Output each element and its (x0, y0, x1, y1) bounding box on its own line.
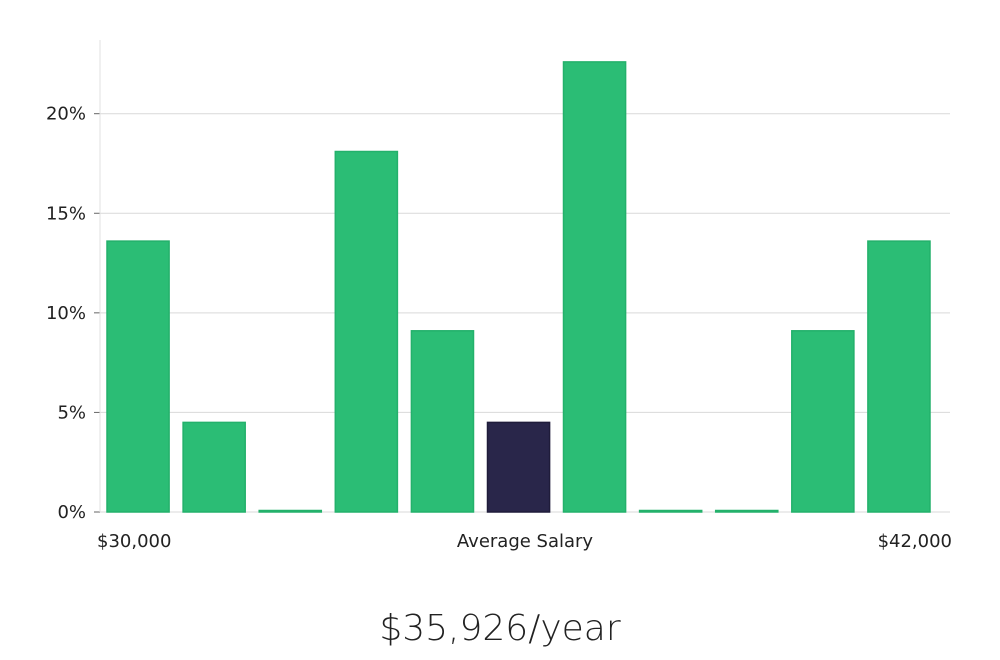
average-salary-value: $35,926/year (379, 608, 621, 649)
y-axis-ticks: 0% 5% 10% 15% 20% (46, 104, 100, 523)
x-label-max: $42,000 (878, 531, 952, 552)
bar (182, 421, 246, 513)
x-label-min: $30,000 (97, 531, 171, 552)
bar (410, 330, 475, 513)
y-tick-label: 20% (46, 104, 86, 125)
y-tick-label: 10% (46, 303, 86, 324)
bar (258, 509, 323, 513)
bar (562, 61, 627, 513)
bar (791, 330, 855, 513)
bar (638, 509, 703, 513)
y-tick-label: 15% (46, 203, 86, 224)
bar (714, 509, 779, 513)
bar (334, 150, 399, 513)
salary-histogram: 0% 5% 10% 15% 20% $30,000 Average Salary $42… (46, 40, 952, 552)
bars (106, 61, 931, 513)
x-axis-title: Average Salary (457, 531, 594, 552)
y-tick-label: 0% (57, 502, 86, 523)
bar-highlighted (486, 421, 551, 513)
bar (867, 240, 931, 513)
y-tick-label: 5% (57, 402, 86, 423)
bar (106, 240, 170, 513)
